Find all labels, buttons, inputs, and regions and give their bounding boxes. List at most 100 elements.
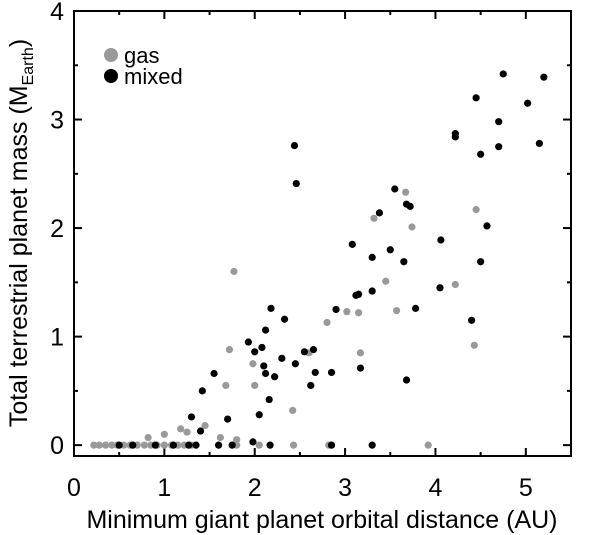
mixed-point [356, 364, 365, 372]
mixed-point [332, 305, 340, 314]
mixed-point [280, 315, 289, 323]
plot-frame [73, 10, 572, 457]
mixed-point [368, 441, 376, 449]
gas-point [289, 406, 297, 415]
legend-marker-gas [104, 48, 118, 62]
gas-point [108, 441, 116, 449]
x-tick-label: 3 [338, 474, 352, 502]
mixed-point [411, 304, 420, 312]
mixed-point [309, 346, 318, 354]
mixed-point [375, 209, 384, 217]
gas-point [144, 433, 152, 442]
x-tick-label: 4 [429, 474, 443, 502]
mixed-point [307, 381, 315, 390]
mixed-point [368, 287, 376, 295]
mixed-point [196, 427, 205, 435]
mixed-point [258, 343, 266, 352]
mixed-point [267, 304, 275, 312]
mixed-point [210, 369, 218, 378]
mixed-point [472, 94, 480, 102]
mixed-point [348, 240, 356, 248]
mixed-point [402, 376, 411, 384]
mixed-point [292, 179, 300, 188]
gas-point [90, 441, 98, 449]
gas-point [233, 436, 241, 444]
gas-point [183, 428, 191, 436]
mixed-point [214, 441, 223, 449]
mixed-point [400, 258, 408, 266]
legend-label-mixed: mixed [124, 64, 183, 89]
gas-point [382, 277, 390, 285]
y-tick-label: 3 [50, 107, 64, 135]
mixed-point [468, 316, 476, 324]
gas-point [402, 188, 410, 196]
y-axis-label: Total terrestrial planet mass (MEarth) [5, 39, 37, 427]
gas-point [408, 223, 416, 231]
mixed-point [271, 373, 279, 381]
mixed-point [266, 441, 274, 449]
gas-point [451, 280, 459, 289]
mixed-point [187, 413, 196, 421]
mixed-point [495, 118, 503, 126]
x-axis-label: Minimum giant planet orbital distance (A… [86, 506, 557, 534]
legend-marker-mixed [104, 69, 118, 83]
gas-point [356, 349, 365, 357]
gas-point [251, 381, 259, 390]
mixed-point [391, 185, 399, 193]
gas-point [355, 309, 363, 317]
mixed-point [255, 411, 263, 419]
gas-point [470, 341, 478, 349]
mixed-point [249, 438, 257, 446]
gas-point [255, 441, 263, 449]
y-tick-label: 1 [50, 324, 64, 352]
gas-point [216, 433, 224, 442]
gas-point [225, 346, 234, 354]
gas-point [95, 441, 103, 449]
mixed-point [477, 258, 485, 266]
y-tick-label: 4 [50, 0, 64, 26]
mixed-point [185, 441, 193, 449]
mixed-point [261, 369, 270, 378]
mixed-point [261, 326, 270, 334]
mixed-point [278, 354, 286, 362]
mixed-point [224, 415, 232, 423]
y-tick-label: 0 [50, 432, 64, 460]
gas-point [249, 360, 257, 368]
mixed-point [436, 284, 444, 292]
gas-point [370, 214, 378, 222]
mixed-point [151, 441, 159, 449]
mixed-point [169, 441, 177, 449]
mixed-point [499, 70, 507, 78]
mixed-point [129, 441, 137, 449]
gas-point [230, 267, 238, 276]
gas-point [102, 441, 110, 449]
mixed-point [483, 222, 491, 230]
mixed-point [327, 368, 336, 377]
mixed-point [495, 143, 503, 151]
mixed-point [386, 246, 394, 254]
gas-point [343, 308, 351, 316]
mixed-point [355, 290, 363, 298]
data-points [90, 70, 548, 449]
gas-point [424, 441, 432, 449]
y-tick-label: 2 [50, 215, 64, 243]
x-tick-label: 1 [157, 474, 171, 502]
mixed-point [437, 236, 445, 244]
mixed-point [115, 441, 123, 449]
mixed-point [540, 73, 548, 81]
gas-point [177, 425, 185, 433]
mixed-point [228, 441, 236, 449]
mixed-point [198, 387, 206, 395]
x-tick-label: 5 [519, 474, 533, 502]
gas-point [160, 430, 168, 438]
mixed-point [260, 362, 268, 370]
mixed-point [244, 338, 253, 346]
legend-label-gas: gas [124, 43, 159, 68]
mixed-point [251, 348, 259, 356]
gas-point [472, 206, 480, 214]
axis-ticks: 0 1 2 3 4 5 0 1 2 3 4 [50, 0, 571, 502]
mixed-point [327, 441, 336, 449]
gas-point [289, 441, 298, 449]
